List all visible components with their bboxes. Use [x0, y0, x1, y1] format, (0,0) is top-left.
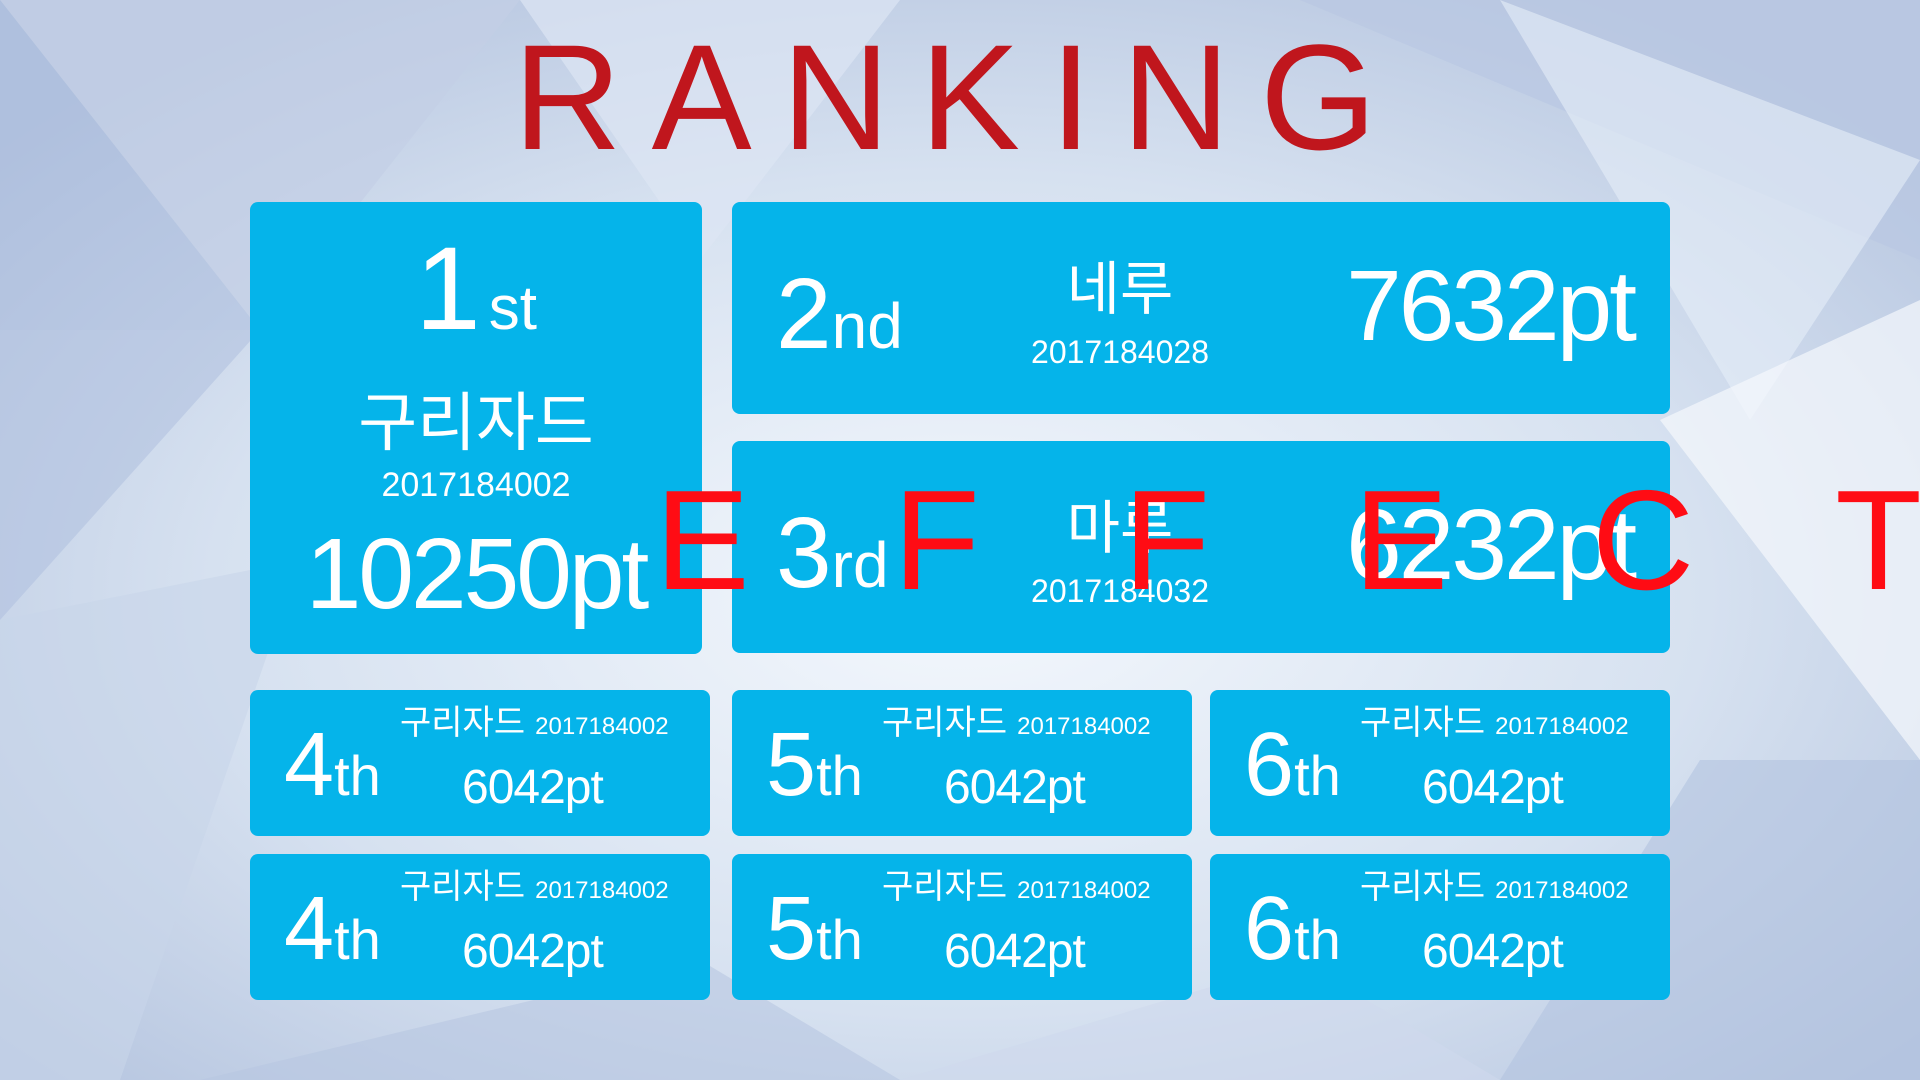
- player-points: 6042pt: [462, 925, 604, 978]
- rank-suffix: th: [334, 908, 381, 971]
- player-name-row: 구리자드 2017184002: [400, 870, 669, 904]
- player-name: 구리자드: [1360, 867, 1486, 907]
- rank-suffix: st: [488, 274, 537, 343]
- rank-suffix: th: [334, 744, 381, 807]
- player-name: 구리자드: [358, 387, 594, 461]
- rank-card-2nd: 2nd 네루 2017184028 7632pt: [732, 202, 1670, 414]
- player-name-row: 구리자드 2017184002: [1360, 870, 1629, 904]
- rank-suffix: nd: [831, 290, 903, 362]
- rank-number: 1: [415, 223, 481, 355]
- player-name-row: 구리자드 2017184002: [400, 706, 669, 740]
- player-points: 7632pt: [1346, 250, 1637, 362]
- player-id: 2017184002: [1495, 713, 1629, 740]
- player-name-row: 구리자드 2017184002: [882, 706, 1151, 740]
- rank-number: 2: [776, 258, 832, 370]
- rank-label: 4th: [284, 720, 381, 810]
- effect-overlay-text: E F F E C T: [655, 461, 1920, 620]
- rank-label: 5th: [766, 884, 863, 974]
- player-id: 2017184002: [1495, 877, 1629, 904]
- rank-card-small: 6th 구리자드 2017184002 6042pt: [1210, 854, 1670, 1000]
- rank-number: 5: [766, 879, 817, 979]
- rank-suffix: th: [816, 744, 863, 807]
- rank-number: 5: [766, 715, 817, 815]
- rank-number: 4: [284, 879, 335, 979]
- player-points: 6042pt: [1422, 925, 1564, 978]
- player-name: 구리자드: [1360, 703, 1486, 743]
- player-points: 6042pt: [462, 761, 604, 814]
- rank-card-small: 6th 구리자드 2017184002 6042pt: [1210, 690, 1670, 836]
- player-name: 구리자드: [882, 867, 1008, 907]
- rank-number: 4: [284, 715, 335, 815]
- player-name: 구리자드: [400, 867, 526, 907]
- player-name-row: 구리자드 2017184002: [1360, 706, 1629, 740]
- rank-label: 3rd: [776, 503, 889, 603]
- rank-label: 4th: [284, 884, 381, 974]
- player-points: 6042pt: [1422, 761, 1564, 814]
- rank-suffix: th: [816, 908, 863, 971]
- rank-card-small: 4th 구리자드 2017184002 6042pt: [250, 690, 710, 836]
- player-name: 마루: [1066, 494, 1174, 562]
- player-id: 2017184002: [381, 466, 571, 504]
- player-id: 2017184002: [535, 877, 669, 904]
- player-id: 2017184002: [535, 713, 669, 740]
- rank-number: 6: [1244, 879, 1295, 979]
- player-points: 6042pt: [944, 761, 1086, 814]
- player-id: 2017184032: [1031, 573, 1209, 609]
- player-name-row: 구리자드 2017184002: [882, 870, 1151, 904]
- player-points: 6042pt: [944, 925, 1086, 978]
- player-points: 10250pt: [305, 518, 649, 630]
- player-name: 네루: [1066, 255, 1174, 323]
- player-id: 2017184002: [1017, 713, 1151, 740]
- rank-card-small: 5th 구리자드 2017184002 6042pt: [732, 690, 1192, 836]
- rank-label: 5th: [766, 720, 863, 810]
- player-id: 2017184028: [1031, 334, 1209, 370]
- rank-suffix: rd: [831, 529, 889, 601]
- rank-card-small: 4th 구리자드 2017184002 6042pt: [250, 854, 710, 1000]
- rank-label: 2nd: [776, 264, 903, 364]
- rank-label: 6th: [1244, 884, 1341, 974]
- rank-card-small: 5th 구리자드 2017184002 6042pt: [732, 854, 1192, 1000]
- rank-card-3rd: 3rd 마루 2017184032 6232pt: [732, 441, 1670, 653]
- rank-suffix: th: [1294, 908, 1341, 971]
- rank-number: 6: [1244, 715, 1295, 815]
- player-name: 구리자드: [400, 703, 526, 743]
- player-name: 구리자드: [882, 703, 1008, 743]
- player-id: 2017184002: [1017, 877, 1151, 904]
- rank-label: 6th: [1244, 720, 1341, 810]
- player-points: 6232pt: [1346, 489, 1637, 601]
- page-title: RANKING: [513, 13, 1407, 181]
- rank-number: 3: [776, 497, 832, 609]
- rank-suffix: th: [1294, 744, 1341, 807]
